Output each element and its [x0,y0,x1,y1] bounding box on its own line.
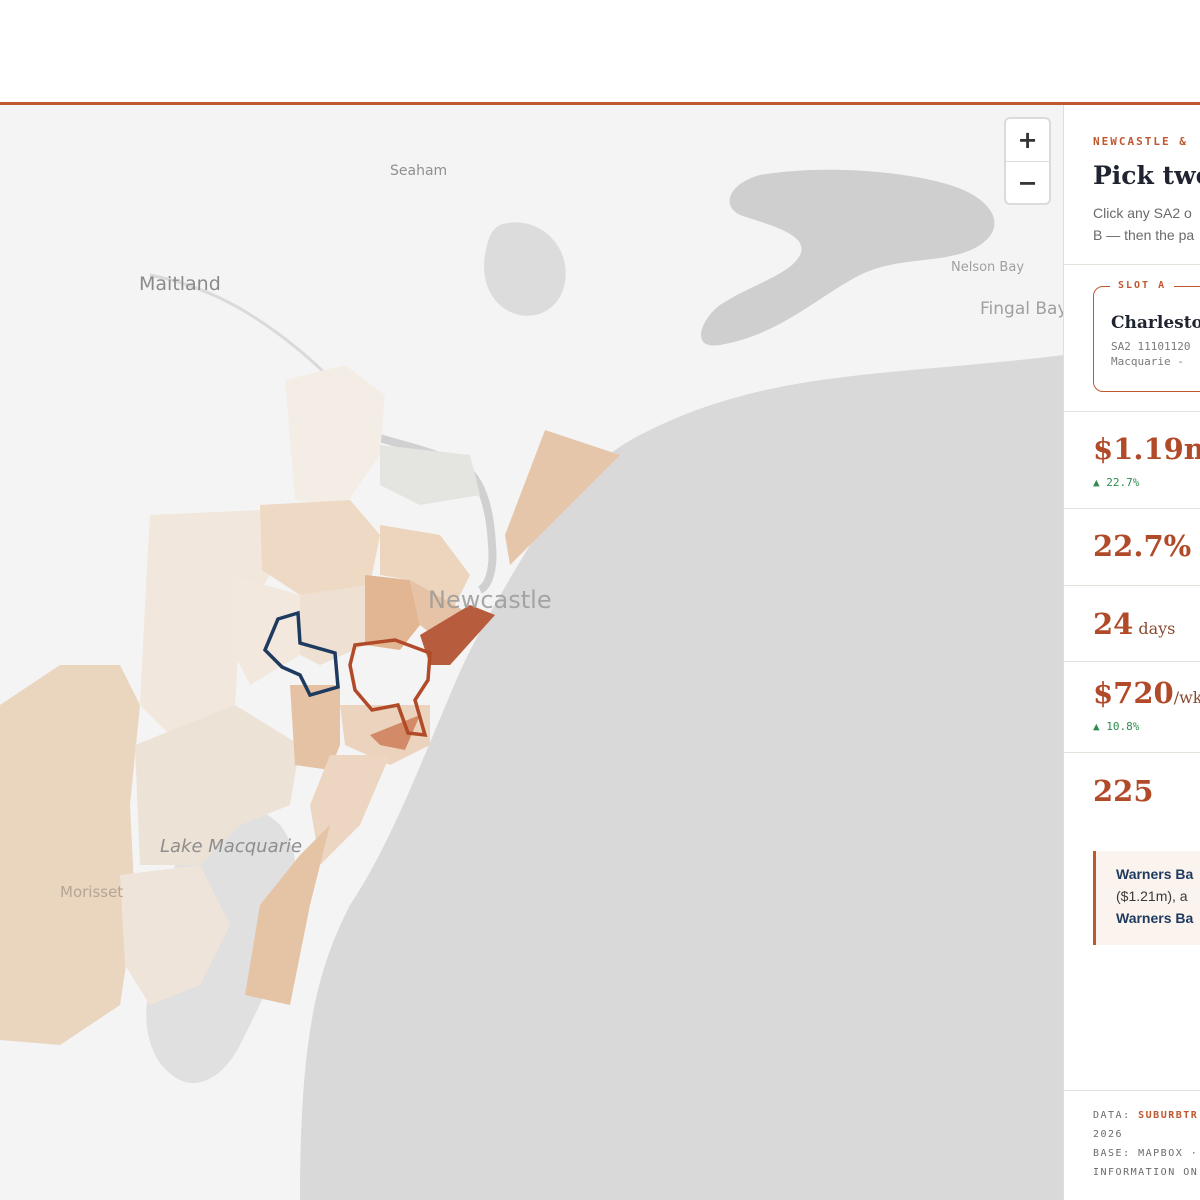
region-central-4 [365,575,420,650]
divider [1064,411,1200,412]
slot-b-outline [262,610,340,698]
place-label-lake-macquarie: Lake Macquarie [160,836,303,857]
place-label-morisset: Morisset [60,883,124,901]
ocean [300,355,1063,1200]
place-label-maitland: Maitland [139,273,221,295]
footer-data-link[interactable]: SUBURBTR [1138,1110,1199,1121]
region-south-coast [310,755,390,865]
footer-info: INFORMATION ON [1093,1167,1199,1178]
place-label-seaham: Seaham [390,163,448,179]
footer-base: BASE: MAPBOX · [1093,1148,1199,1159]
rent-unit: /wk [1173,688,1200,707]
panel-intro: Click any SA2 o B — then the pa [1093,202,1200,246]
slot-a-tag: SLOT A [1110,280,1175,291]
place-label-newcastle: Newcastle [428,586,552,614]
region-central-1 [260,500,380,595]
region-central-2 [230,575,300,685]
region-coast-dark [420,605,495,665]
region-south-strip [245,825,330,1005]
rent-value: $720 [1093,676,1174,710]
median-price-value: $1.19m [1093,432,1200,466]
map-canvas[interactable]: Seaham Maitland Nelson Bay Fingal Bay Ne… [0,105,1063,1200]
divider [1064,585,1200,586]
region-west-4 [120,865,230,1005]
compare-panel: NEWCASTLE & Pick two Click any SA2 o B —… [1063,105,1200,1200]
accent-rule [0,102,1200,105]
region-west-3 [135,705,300,865]
zoom-out-button[interactable]: − [1006,161,1049,203]
region-central-5 [380,525,470,605]
panel-kicker: NEWCASTLE & [1093,135,1188,148]
panel-heading: Pick two [1093,161,1200,190]
rent-delta: ▲ 10.8% [1093,720,1140,733]
port-stephens [701,169,995,346]
footer-data-source: DATA: SUBURBTR [1093,1110,1198,1121]
days-on-market: 24 days [1093,607,1175,641]
footer-data-label: DATA: [1093,1110,1131,1121]
median-rent: $720/wk [1093,676,1200,710]
basemap [0,169,1063,1200]
footer-year: 2026 [1093,1129,1124,1140]
slot-a-outline [348,638,432,738]
comparison-note: Warners Ba ($1.21m), a Warners Ba [1093,851,1200,945]
region-north [285,365,385,505]
region-central-3 [300,585,370,665]
slot-a-card[interactable]: SLOT A Charlestow SA2 11101120 Macquarie… [1093,280,1200,392]
growth-value: 22.7% [1093,529,1192,563]
divider [1064,752,1200,753]
slot-a-region: Macquarie - [1111,355,1184,368]
region-stockton [505,430,620,565]
intro-line-2: B — then the pa [1093,227,1195,243]
grahamstown-dam [484,222,566,316]
zoom-control: + − [1006,119,1049,203]
divider [1064,661,1200,662]
slot-a-name: Charlestow [1111,313,1200,333]
days-unit: days [1138,619,1176,638]
sales-count: 225 [1093,774,1154,808]
top-header-bar [0,0,1200,102]
days-value: 24 [1093,607,1134,641]
region-kooragang [380,445,480,505]
divider [1064,264,1200,265]
zoom-in-button[interactable]: + [1017,126,1038,154]
region-south-1 [290,685,340,770]
note-line-1: Warners Ba [1116,866,1194,882]
intro-line-1: Click any SA2 o [1093,205,1192,221]
place-label-fingal-bay: Fingal Bay [980,299,1063,319]
hunter-river [368,431,497,594]
region-west-large [0,665,140,1045]
slot-a-code: SA2 11101120 [1111,340,1191,353]
place-label-nelson-bay: Nelson Bay [951,260,1025,275]
region-south-3 [370,715,420,750]
note-line-2: ($1.21m), a [1116,888,1188,904]
median-price-delta: ▲ 22.7% [1093,476,1140,489]
region-west-2 [140,510,270,745]
note-line-3: Warners Ba [1116,910,1194,926]
divider [1064,508,1200,509]
divider [1064,1090,1200,1091]
